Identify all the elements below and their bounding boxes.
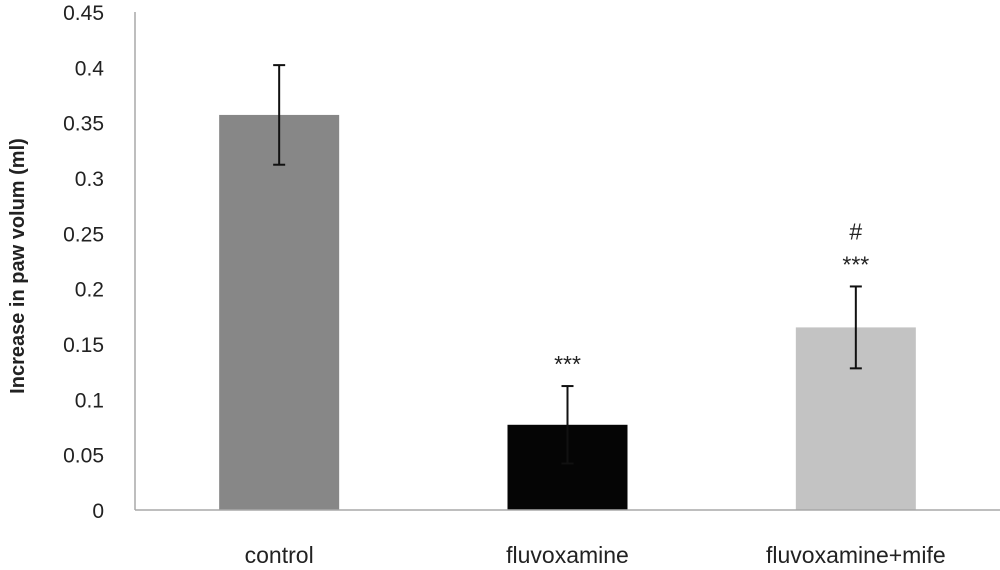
y-tick-label: 0.15 (63, 334, 104, 357)
annotations-group: *** *** # (554, 218, 869, 377)
error-bars-group (273, 64, 862, 465)
y-tick-label: 0.35 (63, 113, 104, 136)
x-tick-label: control (245, 542, 314, 565)
y-tick-label: 0.45 (63, 2, 104, 25)
bar-control (219, 114, 340, 511)
bars-group (219, 114, 916, 511)
y-tick-label: 0.25 (63, 223, 104, 246)
error-bar (561, 385, 574, 465)
significance-annotation: *** (842, 251, 869, 277)
x-axis-labels: control fluvoxamine fluvoxamine+mife (245, 542, 946, 568)
y-tick-label: 0.05 (63, 445, 104, 468)
x-tick-label: fluvoxamine (506, 542, 629, 565)
error-bar (849, 285, 862, 370)
error-bar (273, 64, 286, 166)
significance-annotation: # (849, 218, 862, 244)
y-tick-label: 0.4 (75, 57, 105, 80)
y-axis-title: Increase in paw volum (ml) (7, 138, 29, 394)
y-axis-ticks: 0 0.05 0.1 0.15 0.2 0.25 0.3 0.35 0.4 0.45 (63, 2, 104, 523)
y-tick-label: 0.3 (75, 168, 104, 191)
y-tick-label: 0.1 (75, 389, 104, 412)
significance-annotation: *** (554, 351, 581, 377)
y-tick-label: 0 (92, 500, 104, 523)
x-tick-label: fluvoxamine+mife (766, 542, 946, 565)
y-tick-label: 0.2 (75, 279, 104, 302)
